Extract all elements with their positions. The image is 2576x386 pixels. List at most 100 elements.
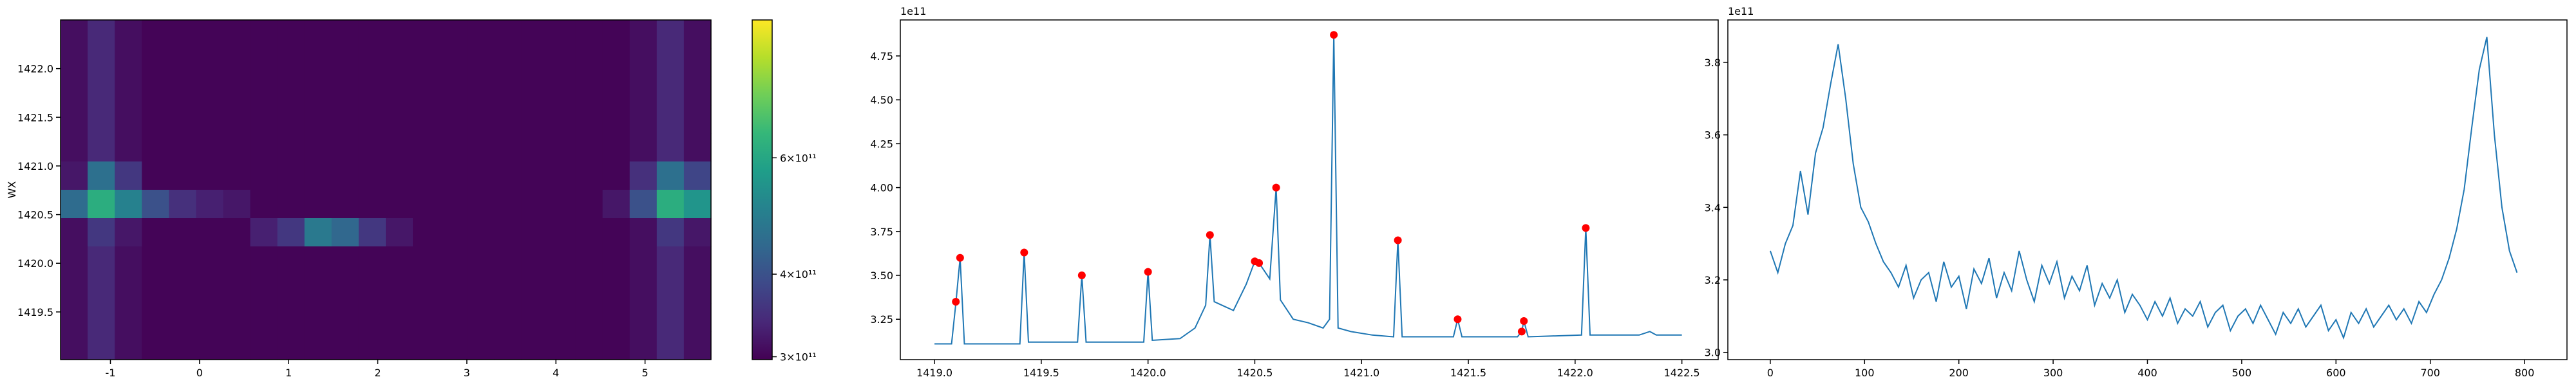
heatmap-cell: [548, 190, 576, 219]
y-axis-label: WX: [6, 181, 18, 199]
heatmap-cell: [277, 331, 305, 360]
heatmap-cell: [548, 105, 576, 134]
heatmap-cell: [386, 161, 413, 190]
heatmap-cell: [548, 20, 576, 49]
heatmap-cell: [250, 190, 278, 219]
heatmap-cell: [88, 190, 115, 219]
heatmap-cell: [88, 20, 115, 49]
heatmap-cell: [250, 161, 278, 190]
heatmap-cell: [142, 218, 169, 247]
heatmap-cell: [629, 133, 658, 162]
colorbar-tick-label: 4×10¹¹: [780, 268, 817, 280]
heatmap-cell: [575, 331, 603, 360]
heatmap-cell: [304, 275, 332, 304]
peak-marker: [1020, 248, 1028, 257]
heatmap-cell: [169, 77, 197, 106]
heatmap-cell: [61, 246, 88, 275]
heatmap-cell: [223, 218, 251, 247]
heatmap-cell: [683, 20, 712, 49]
colorbar: [752, 19, 773, 360]
heatmap-cell: [521, 133, 549, 162]
heatmap-cell: [358, 161, 386, 190]
heatmap-cell: [548, 275, 576, 304]
heatmap-cell: [331, 161, 359, 190]
peak-marker: [1394, 236, 1402, 244]
heatmap-cell: [683, 331, 712, 360]
heatmap-cell: [548, 218, 576, 247]
heatmap-cell: [629, 48, 658, 77]
heatmap-cell: [223, 105, 251, 134]
heatmap-cell: [196, 20, 224, 49]
heatmap-cell: [494, 331, 522, 360]
heatmap-cell: [61, 133, 88, 162]
x-tick-label: 400: [2137, 367, 2157, 379]
heatmap-cell: [88, 77, 115, 106]
heatmap-cell: [61, 105, 88, 134]
x-tick-label: 1420.0: [1130, 367, 1166, 379]
heatmap-cell: [331, 275, 359, 304]
heatmap-cell: [304, 161, 332, 190]
x-tick-label: -1: [106, 367, 116, 379]
peak-marker: [1517, 327, 1526, 336]
heatmap-cell: [61, 48, 88, 77]
heatmap-cell: [250, 20, 278, 49]
heatmap-cell: [467, 161, 495, 190]
heatmap-cell: [629, 246, 658, 275]
data-line: [1769, 37, 2518, 340]
heatmap-cell: [467, 303, 495, 332]
heatmap-cell: [196, 133, 224, 162]
heatmap-cell: [331, 190, 359, 219]
heatmap-cell: [169, 275, 197, 304]
heatmap-cell: [277, 218, 305, 247]
x-tick-label: 1422.5: [1664, 367, 1700, 379]
y-tick-label: 1420.5: [17, 209, 53, 221]
heatmap-cell: [169, 246, 197, 275]
heatmap-cell: [115, 218, 142, 247]
heatmap-cell: [629, 303, 658, 332]
heatmap-cell: [223, 275, 251, 304]
heatmap-cell: [413, 218, 440, 247]
peak-marker: [1454, 315, 1462, 324]
y-tick-label: 1420.0: [17, 257, 53, 270]
heatmap-cell: [358, 48, 386, 77]
heatmap-cell: [61, 275, 88, 304]
heatmap-cell: [521, 20, 549, 49]
heatmap-cell: [277, 303, 305, 332]
x-tick-label: 1419.5: [1023, 367, 1059, 379]
x-tick-label: 0: [196, 367, 203, 379]
heatmap-cell: [88, 161, 115, 190]
heatmap-cell: [142, 303, 169, 332]
heatmap-cell: [331, 218, 359, 247]
heatmap-cell: [656, 190, 685, 219]
heatmap-cell: [413, 133, 440, 162]
heatmap-cell: [250, 105, 278, 134]
heatmap-cell: [250, 77, 278, 106]
y-tick-label: 4.00: [870, 182, 893, 194]
y-tick-label: 3.25: [870, 313, 893, 326]
heatmap-cell: [169, 48, 197, 77]
heatmap-cell: [602, 246, 630, 275]
heatmap-cell: [548, 161, 576, 190]
heatmap-cell: [656, 77, 685, 106]
heatmap-cell: [575, 218, 603, 247]
heatmap-cell: [304, 331, 332, 360]
heatmap-cell: [413, 20, 440, 49]
heatmap-cell: [521, 218, 549, 247]
heatmap-cell: [413, 303, 440, 332]
heatmap-cell: [602, 190, 630, 219]
heatmap-cell: [629, 190, 658, 219]
heatmap-cell: [223, 20, 251, 49]
heatmap-cell: [304, 105, 332, 134]
heatmap-cell: [169, 161, 197, 190]
heatmap-cell: [61, 218, 88, 247]
heatmap-cell: [142, 20, 169, 49]
heatmap-cell: [304, 77, 332, 106]
heatmap-cell: [142, 190, 169, 219]
heatmap-cell: [223, 161, 251, 190]
offset-text: 1e11: [900, 5, 926, 17]
heatmap-cell: [683, 275, 712, 304]
heatmap-cell: [494, 246, 522, 275]
x-tick-label: 300: [2043, 367, 2063, 379]
x-tick-label: 800: [2515, 367, 2535, 379]
heatmap-cell: [250, 133, 278, 162]
